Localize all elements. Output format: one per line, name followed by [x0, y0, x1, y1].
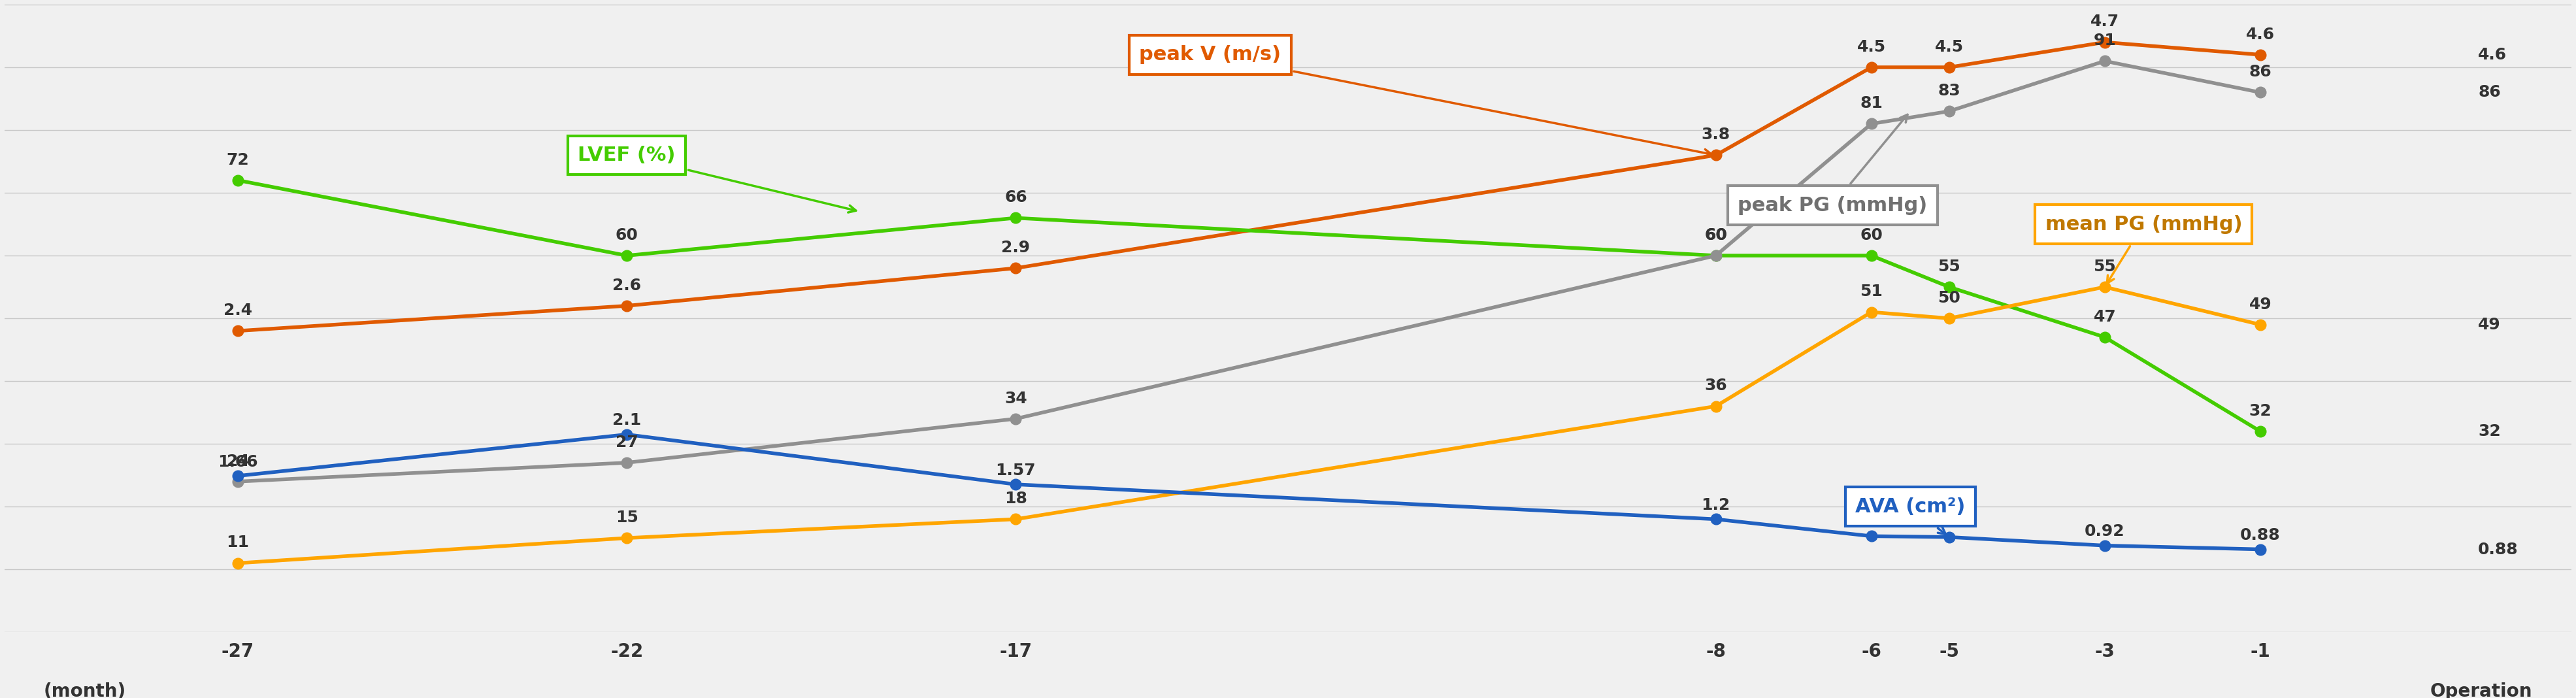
Text: 72: 72: [227, 152, 250, 168]
Text: 32: 32: [2249, 403, 2272, 419]
Text: peak PG (mmHg): peak PG (mmHg): [1739, 114, 1927, 215]
Text: 81: 81: [1860, 96, 1883, 111]
Text: Operation: Operation: [2429, 683, 2532, 698]
Text: 4.5: 4.5: [1935, 39, 1963, 54]
Text: peak V (m/s): peak V (m/s): [1139, 45, 1710, 156]
Text: 2.6: 2.6: [613, 278, 641, 293]
Text: 2.9: 2.9: [1002, 240, 1030, 255]
Text: 86: 86: [2478, 84, 2501, 101]
Text: 0.88: 0.88: [2478, 542, 2519, 557]
Text: 1.57: 1.57: [994, 462, 1036, 478]
Text: 83: 83: [1937, 83, 1960, 98]
Text: 50: 50: [1937, 290, 1960, 306]
Text: 36: 36: [1705, 378, 1726, 394]
Text: 60: 60: [1705, 228, 1728, 243]
Text: 15: 15: [616, 510, 639, 526]
Text: 55: 55: [1937, 259, 1960, 274]
Text: 4.5: 4.5: [1857, 39, 1886, 54]
Text: 51: 51: [1860, 284, 1883, 299]
Text: 0.88: 0.88: [2241, 528, 2280, 543]
Text: 47: 47: [2094, 309, 2115, 325]
Text: 4.6: 4.6: [2246, 27, 2275, 42]
Text: 34: 34: [1005, 391, 1028, 406]
Text: 1.66: 1.66: [219, 454, 258, 470]
Text: 1.01: 1.01: [1929, 515, 1971, 530]
Text: LVEF (%): LVEF (%): [577, 146, 855, 212]
Text: 27: 27: [616, 434, 639, 450]
Text: 49: 49: [2249, 297, 2272, 312]
Text: 2.1: 2.1: [613, 413, 641, 428]
Text: 91: 91: [2094, 33, 2115, 48]
Text: 4.6: 4.6: [2478, 47, 2506, 63]
Text: (month): (month): [44, 683, 126, 698]
Text: AVA (cm²): AVA (cm²): [1855, 497, 1965, 535]
Text: 55: 55: [2094, 259, 2115, 274]
Text: 1.2: 1.2: [1700, 497, 1731, 513]
Text: 86: 86: [2249, 64, 2272, 80]
Text: 60: 60: [1860, 228, 1883, 243]
Text: 24: 24: [227, 453, 250, 469]
Text: 60: 60: [1705, 228, 1728, 243]
Text: mean PG (mmHg): mean PG (mmHg): [2045, 215, 2241, 283]
Text: 18: 18: [1005, 491, 1028, 507]
Text: 3.8: 3.8: [1700, 127, 1731, 142]
Text: 4.7: 4.7: [2089, 14, 2120, 29]
Text: 2.4: 2.4: [224, 303, 252, 318]
Text: 32: 32: [2478, 424, 2501, 439]
Text: 11: 11: [227, 535, 250, 551]
Text: 66: 66: [1005, 190, 1028, 205]
Text: 49: 49: [2478, 317, 2501, 332]
Text: 1.02: 1.02: [1852, 514, 1891, 530]
Text: 0.92: 0.92: [2084, 524, 2125, 540]
Text: 60: 60: [616, 228, 639, 243]
